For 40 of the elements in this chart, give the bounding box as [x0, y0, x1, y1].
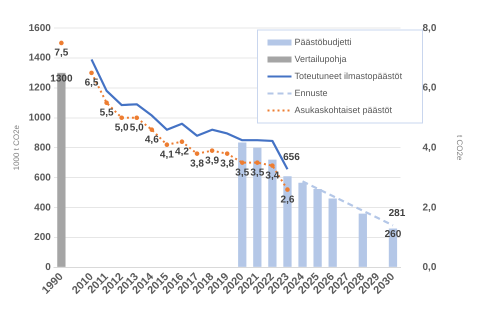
y-tick-label: 800: [34, 142, 52, 154]
legend-label: Päästöbudjetti: [294, 36, 352, 47]
data-label: 5,0: [130, 122, 144, 134]
y-tick-label: 400: [34, 202, 52, 214]
data-label: 3,4: [265, 170, 280, 182]
data-label: 3,8: [220, 158, 235, 170]
y-tick-label: 1400: [28, 52, 52, 64]
y-tick-label: 0: [45, 262, 52, 274]
data-label: 3,5: [235, 167, 250, 178]
data-label: 4,2: [175, 146, 190, 158]
y2-tick-label: 4,0: [422, 142, 437, 154]
data-label: 656: [283, 152, 300, 163]
y2-tick-label: 6,0: [422, 82, 437, 94]
y-tick-label: 1000: [28, 112, 52, 124]
data-label: 281: [388, 208, 406, 220]
y2-axis-title: t CO2e: [454, 135, 464, 161]
y-tick-label: 1600: [28, 22, 52, 34]
y-tick-label: 1200: [28, 82, 52, 94]
data-label: 3,8: [190, 158, 204, 170]
data-label: 6,5: [84, 78, 99, 89]
y-tick-label: 200: [34, 232, 52, 244]
y2-tick-label: 8,0: [422, 22, 437, 34]
data-label: 7,5: [54, 48, 69, 59]
y-axis-title: 1000 t CO2e: [12, 124, 22, 170]
y2-tick-label: 0,0: [422, 262, 437, 274]
data-label: 260: [384, 229, 402, 240]
data-label: 2,6: [280, 194, 295, 206]
data-label: 5,5: [100, 108, 114, 119]
data-label: 3,9: [205, 155, 220, 166]
y2-tick-label: 2,0: [422, 202, 437, 214]
data-label: 4,1: [160, 149, 174, 160]
legend-label: Asukaskohtaiset päästöt: [294, 104, 393, 115]
data-label: 5,0: [114, 122, 130, 134]
data-label: 4,6: [144, 134, 160, 146]
data-label: 3,5: [250, 167, 265, 178]
y-tick-label: 600: [34, 172, 52, 184]
legend-label: Vertailupohja: [294, 54, 347, 64]
legend-label: Ennuste: [294, 88, 328, 98]
legend-label: Toteutuneet ilmastopäästöt: [294, 70, 403, 81]
data-label: 1300: [50, 74, 73, 85]
